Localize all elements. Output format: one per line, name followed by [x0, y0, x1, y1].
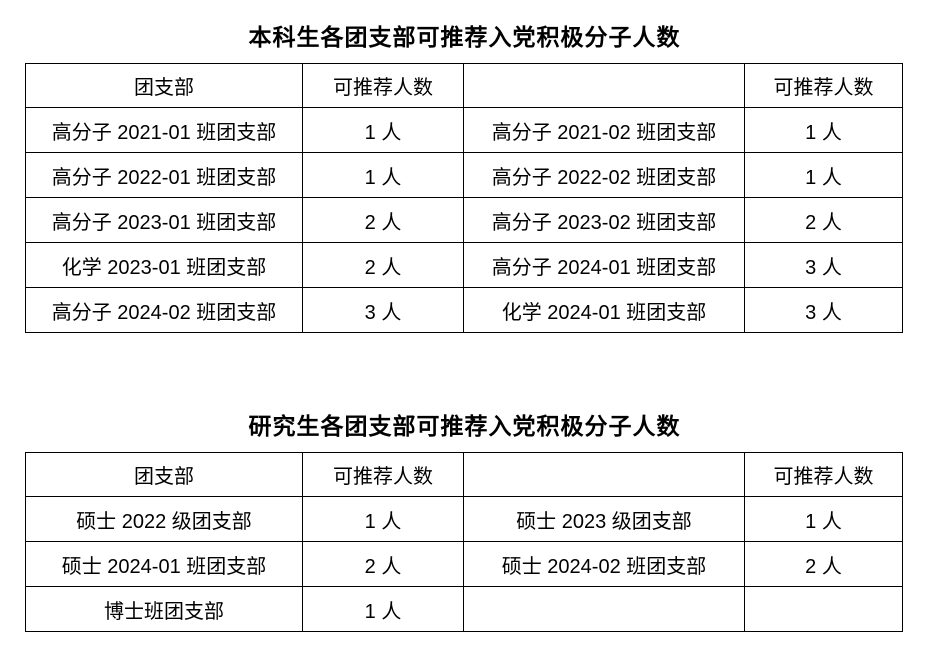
count-cell: 2 人 — [744, 197, 903, 243]
count-cell: 1 人 — [302, 496, 464, 542]
table-row: 化学 2023-01 班团支部 2 人 高分子 2024-01 班团支部 3 人 — [25, 242, 903, 288]
branch-cell: 高分子 2024-01 班团支部 — [463, 242, 745, 288]
table-row: 硕士 2024-01 班团支部 2 人 硕士 2024-02 班团支部 2 人 — [25, 541, 903, 587]
branch-cell: 高分子 2022-02 班团支部 — [463, 152, 745, 198]
branch-cell: 硕士 2023 级团支部 — [463, 496, 745, 542]
branch-cell: 高分子 2021-02 班团支部 — [463, 107, 745, 153]
count-cell: 1 人 — [302, 152, 464, 198]
branch-cell: 高分子 2022-01 班团支部 — [25, 152, 303, 198]
count-cell: 1 人 — [302, 107, 464, 153]
branch-cell: 高分子 2023-01 班团支部 — [25, 197, 303, 243]
table-row: 博士班团支部 1 人 — [25, 586, 903, 632]
column-header-count-2: 可推荐人数 — [744, 452, 903, 497]
count-cell: 2 人 — [302, 541, 464, 587]
count-cell: 2 人 — [744, 541, 903, 587]
count-cell — [744, 586, 903, 632]
branch-cell: 硕士 2022 级团支部 — [25, 496, 303, 542]
count-cell: 1 人 — [302, 586, 464, 632]
undergrad-table: 团支部 可推荐人数 可推荐人数 高分子 2021-01 班团支部 1 人 高分子… — [25, 63, 903, 333]
count-cell: 3 人 — [744, 287, 903, 333]
branch-cell — [463, 586, 745, 632]
branch-cell: 博士班团支部 — [25, 586, 303, 632]
branch-cell: 高分子 2024-02 班团支部 — [25, 287, 303, 333]
branch-cell: 化学 2024-01 班团支部 — [463, 287, 745, 333]
count-cell: 2 人 — [302, 242, 464, 288]
column-header-branch-2 — [463, 63, 745, 108]
count-cell: 3 人 — [302, 287, 464, 333]
column-header-count-2: 可推荐人数 — [744, 63, 903, 108]
column-header-branch: 团支部 — [25, 452, 303, 497]
count-cell: 2 人 — [302, 197, 464, 243]
column-header-count: 可推荐人数 — [302, 452, 464, 497]
table-row: 高分子 2024-02 班团支部 3 人 化学 2024-01 班团支部 3 人 — [25, 287, 903, 333]
count-cell: 1 人 — [744, 107, 903, 153]
count-cell: 1 人 — [744, 496, 903, 542]
table-row: 高分子 2023-01 班团支部 2 人 高分子 2023-02 班团支部 2 … — [25, 197, 903, 243]
branch-cell: 硕士 2024-02 班团支部 — [463, 541, 745, 587]
table-row: 高分子 2021-01 班团支部 1 人 高分子 2021-02 班团支部 1 … — [25, 107, 903, 153]
table-row: 高分子 2022-01 班团支部 1 人 高分子 2022-02 班团支部 1 … — [25, 152, 903, 198]
column-header-branch: 团支部 — [25, 63, 303, 108]
undergrad-header-row: 团支部 可推荐人数 可推荐人数 — [25, 63, 903, 108]
column-header-branch-2 — [463, 452, 745, 497]
graduate-table-title: 研究生各团支部可推荐入党积极分子人数 — [248, 413, 681, 439]
graduate-header-row: 团支部 可推荐人数 可推荐人数 — [25, 452, 903, 497]
branch-cell: 化学 2023-01 班团支部 — [25, 242, 303, 288]
branch-cell: 高分子 2021-01 班团支部 — [25, 107, 303, 153]
undergrad-table-title: 本科生各团支部可推荐入党积极分子人数 — [248, 24, 681, 50]
column-header-count: 可推荐人数 — [302, 63, 464, 108]
branch-cell: 高分子 2023-02 班团支部 — [463, 197, 745, 243]
branch-cell: 硕士 2024-01 班团支部 — [25, 541, 303, 587]
table-row: 硕士 2022 级团支部 1 人 硕士 2023 级团支部 1 人 — [25, 496, 903, 542]
count-cell: 3 人 — [744, 242, 903, 288]
graduate-table: 团支部 可推荐人数 可推荐人数 硕士 2022 级团支部 1 人 硕士 2023… — [25, 452, 903, 632]
count-cell: 1 人 — [744, 152, 903, 198]
